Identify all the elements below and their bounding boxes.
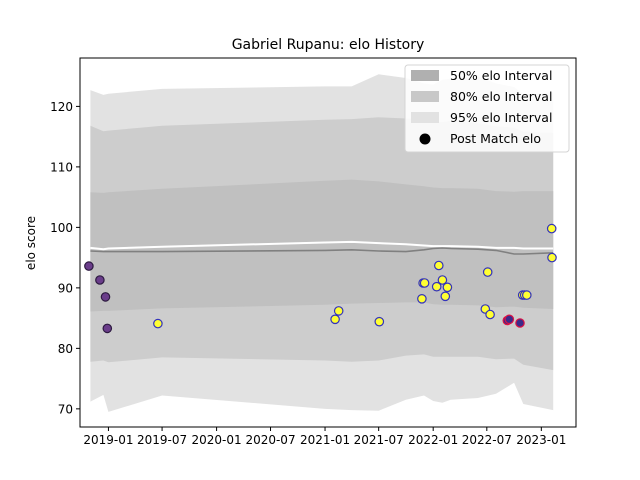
- legend-swatch-95: [411, 112, 439, 123]
- chart-title: Gabriel Rupanu: elo History: [232, 37, 425, 53]
- x-tick-label: 2022-07: [462, 433, 512, 447]
- post-match-elo-point: [515, 318, 525, 328]
- band-50-interval: [90, 179, 554, 312]
- post-match-elo-point: [419, 278, 430, 288]
- post-match-elo-point: [437, 275, 448, 285]
- legend-label-80: 80% elo Interval: [450, 89, 552, 104]
- legend-swatch-50: [411, 70, 439, 81]
- legend-label-50: 50% elo Interval: [450, 68, 552, 83]
- post-match-elo-point: [431, 281, 442, 292]
- legend-box: [404, 64, 570, 153]
- x-tick-label: 2022-01: [408, 433, 458, 447]
- y-axis-label: elo score: [24, 216, 38, 270]
- x-tick-label: 2020-01: [192, 433, 242, 447]
- x-tick-label: 2020-07: [245, 433, 295, 447]
- post-match-elo-point: [546, 223, 557, 234]
- post-match-elo-point: [440, 291, 451, 302]
- axes-frame: [79, 57, 577, 428]
- post-match-elo-point: [417, 293, 427, 304]
- y-tick-label: 80: [58, 342, 73, 356]
- post-match-elo-point: [442, 282, 453, 293]
- axes: 2019-01 2019-07 2020-01 2020-07 2021-01 2021-…: [50, 100, 566, 447]
- post-match-elo-point: [333, 306, 344, 316]
- post-match-elo-point: [84, 261, 94, 271]
- x-tick-label: 2021-01: [300, 433, 350, 447]
- y-tick-label: 70: [58, 402, 73, 416]
- legend: 50% elo Interval 80% elo Interval 95% el…: [404, 64, 570, 153]
- post-match-elo-point: [100, 292, 111, 302]
- post-match-elo-point: [547, 252, 557, 263]
- post-match-elo-point: [485, 309, 495, 320]
- y-tick-label: 120: [50, 100, 73, 114]
- y-tick-label: 100: [50, 221, 73, 235]
- post-match-elo-point: [433, 260, 444, 271]
- post-match-elo-point: [330, 314, 340, 325]
- post-match-elo-point: [374, 316, 385, 327]
- plot-area: [84, 74, 557, 412]
- post-match-elo-point: [521, 290, 532, 300]
- x-tick-label: 2019-07: [137, 433, 187, 447]
- legend-label-post-match: Post Match elo: [450, 131, 541, 146]
- post-match-elo-point: [504, 314, 515, 325]
- post-match-elo-point: [95, 275, 105, 285]
- post-match-elo-point: [482, 267, 493, 277]
- y-tick-label: 110: [50, 160, 73, 174]
- legend-marker-post-match: [419, 133, 431, 145]
- median-elo-line: [90, 247, 554, 255]
- post-match-elo-point: [102, 323, 113, 334]
- y-tick-label: 90: [58, 281, 73, 295]
- x-tick-label: 2023-01: [516, 433, 566, 447]
- x-tick-label: 2019-01: [83, 433, 133, 447]
- legend-label-95: 95% elo Interval: [450, 110, 552, 125]
- x-tick-label: 2021-07: [354, 433, 404, 447]
- legend-swatch-80: [411, 91, 439, 102]
- post-match-elo-point: [153, 318, 163, 329]
- mean-elo-line: [90, 240, 554, 251]
